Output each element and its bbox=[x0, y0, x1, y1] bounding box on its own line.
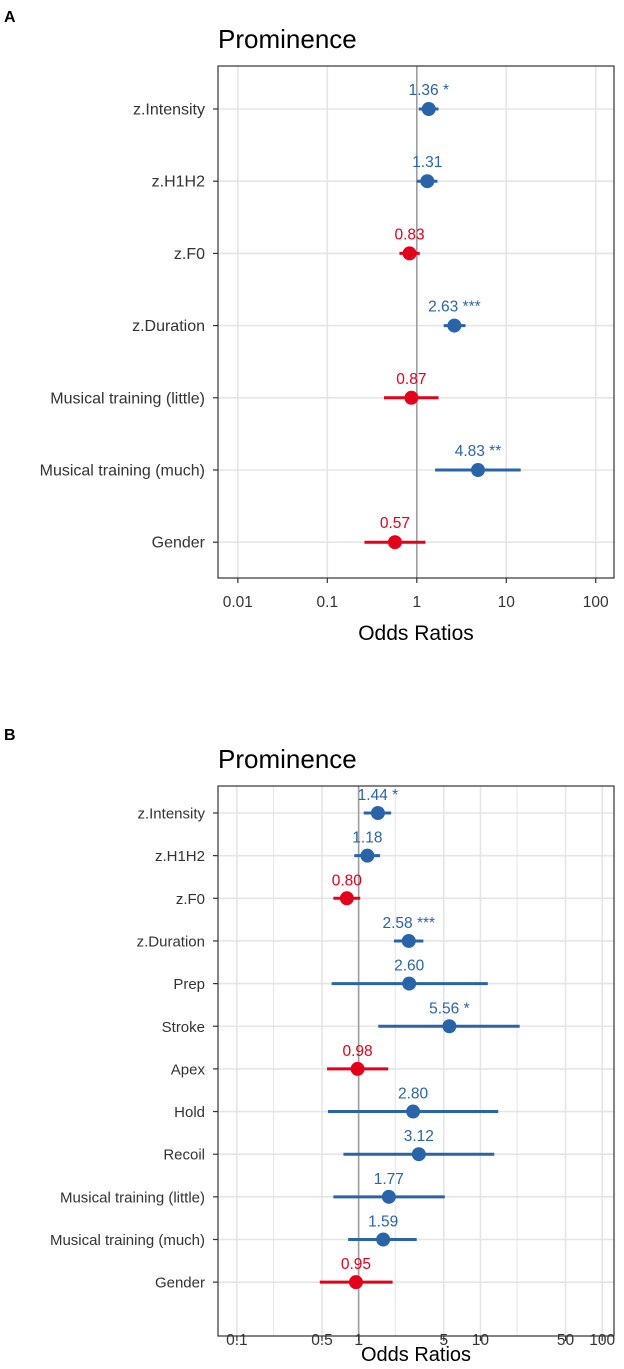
value-label: 0.98 bbox=[342, 1043, 372, 1060]
estimate-point bbox=[348, 1275, 363, 1290]
estimate-point bbox=[376, 1232, 391, 1247]
estimate-point bbox=[402, 976, 417, 991]
value-label: 2.58 *** bbox=[382, 915, 435, 932]
value-label: 1.18 bbox=[352, 830, 382, 847]
row-label: z.F0 bbox=[176, 891, 205, 908]
value-label: 0.87 bbox=[396, 371, 426, 388]
row-label: Apex bbox=[171, 1061, 206, 1078]
x-tick-label: 50 bbox=[557, 1332, 575, 1349]
value-label: 2.60 bbox=[394, 958, 425, 975]
x-axis-label: Odds Ratios bbox=[361, 1344, 471, 1364]
value-label: 1.77 bbox=[374, 1171, 404, 1188]
x-tick-label: 10 bbox=[498, 594, 516, 611]
row-label: Musical training (little) bbox=[60, 1189, 205, 1206]
x-tick-label: 10 bbox=[472, 1332, 490, 1349]
row-label: z.Intensity bbox=[133, 102, 205, 119]
estimate-point bbox=[402, 246, 417, 261]
estimate-point bbox=[350, 1061, 365, 1076]
value-label: 4.83 ** bbox=[455, 443, 502, 460]
estimate-point bbox=[387, 535, 402, 550]
row-label: Hold bbox=[174, 1104, 205, 1121]
value-label: 2.63 *** bbox=[428, 299, 481, 316]
row-label: Musical training (little) bbox=[50, 390, 205, 407]
chart-title: Prominence bbox=[218, 744, 357, 774]
row-label: z.Duration bbox=[137, 933, 205, 950]
x-axis-label: Odds Ratios bbox=[358, 622, 474, 645]
x-tick-label: 1 bbox=[412, 594, 421, 611]
estimate-point bbox=[401, 933, 416, 948]
row-label: z.H1H2 bbox=[155, 848, 205, 865]
x-tick-label: 1 bbox=[354, 1332, 363, 1349]
estimate-point bbox=[421, 102, 436, 116]
estimate-point bbox=[442, 1019, 457, 1034]
x-tick-label: 100 bbox=[583, 594, 609, 611]
plot-border bbox=[217, 785, 615, 1337]
row-label: z.Duration bbox=[132, 318, 205, 335]
value-label: 5.56 * bbox=[429, 1000, 470, 1017]
estimate-point bbox=[447, 318, 462, 333]
panel-b: B Prominence z.Intensity 1.44 * z.H1H2 1.18 z.… bbox=[4, 727, 616, 1366]
x-tick-label: 0.5 bbox=[311, 1332, 333, 1349]
estimate-point bbox=[381, 1189, 396, 1204]
row-label: Stroke bbox=[162, 1019, 205, 1036]
x-tick-label: 0.1 bbox=[317, 594, 339, 611]
row-label: Gender bbox=[155, 1275, 205, 1292]
value-label: 3.12 bbox=[404, 1128, 434, 1145]
row-label: Musical training (much) bbox=[50, 1232, 205, 1249]
value-label: 1.31 bbox=[412, 154, 442, 171]
row-label: Musical training (much) bbox=[40, 463, 205, 480]
estimate-point bbox=[370, 806, 385, 820]
row-label: Recoil bbox=[163, 1147, 205, 1164]
plot-background bbox=[218, 786, 614, 1336]
value-label: 2.80 bbox=[398, 1086, 429, 1103]
row-label: z.Intensity bbox=[137, 806, 205, 823]
estimate-point bbox=[411, 1147, 426, 1162]
value-label: 0.57 bbox=[380, 515, 410, 532]
x-tick-label: 100 bbox=[589, 1332, 615, 1349]
row-label: Prep bbox=[173, 976, 205, 993]
panel-label: B bbox=[4, 727, 16, 744]
panel-a: A Prominence z.Intensity 1.36 * z.H1H2 1.31 z.… bbox=[4, 9, 615, 645]
estimate-point bbox=[470, 463, 485, 477]
value-label: 1.59 bbox=[368, 1214, 398, 1231]
estimate-point bbox=[420, 174, 435, 189]
value-label: 1.36 * bbox=[408, 82, 449, 99]
x-tick-label: 5 bbox=[439, 1332, 448, 1349]
value-label: 1.44 * bbox=[358, 787, 399, 804]
x-tick-label: 0.1 bbox=[226, 1332, 248, 1349]
chart-title: Prominence bbox=[218, 24, 357, 54]
value-label: 0.83 bbox=[394, 226, 424, 243]
estimate-point bbox=[360, 848, 375, 863]
panel-label: A bbox=[4, 9, 16, 26]
estimate-point bbox=[406, 1104, 421, 1119]
row-label: Gender bbox=[152, 535, 206, 552]
plot-border bbox=[217, 65, 615, 579]
row-label: z.H1H2 bbox=[152, 174, 205, 191]
value-label: 0.95 bbox=[341, 1256, 371, 1273]
x-tick-label: 0.01 bbox=[223, 594, 253, 611]
value-label: 0.80 bbox=[332, 872, 363, 889]
estimate-point bbox=[404, 390, 419, 405]
row-label: z.F0 bbox=[174, 246, 205, 263]
estimate-point bbox=[339, 891, 354, 906]
